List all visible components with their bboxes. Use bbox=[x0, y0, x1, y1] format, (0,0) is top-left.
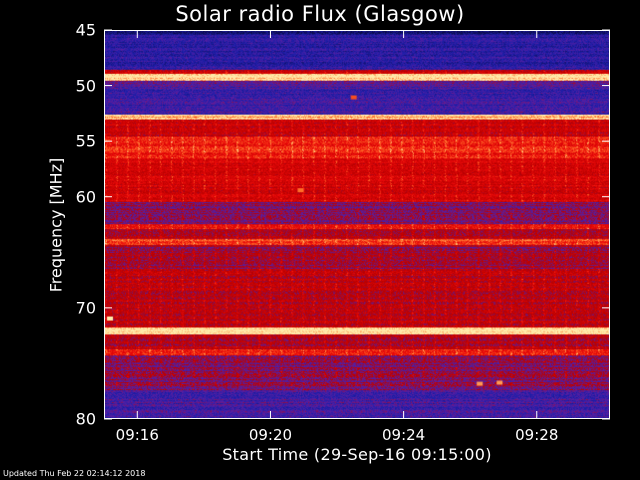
y-tick-label: 50 bbox=[75, 76, 96, 96]
x-tick-label: 09:20 bbox=[248, 426, 293, 444]
chart-title: Solar radio Flux (Glasgow) bbox=[175, 2, 465, 26]
y-tick-label: 80 bbox=[75, 409, 96, 429]
y-tick-label: 45 bbox=[75, 20, 96, 40]
spectrogram-heatmap bbox=[105, 31, 609, 418]
y-tick-label: 55 bbox=[75, 131, 96, 151]
y-tick-label: 70 bbox=[75, 298, 96, 318]
x-axis-label: Start Time (29-Sep-16 09:15:00) bbox=[222, 445, 492, 464]
plot-area bbox=[104, 30, 610, 419]
x-tick-label: 09:28 bbox=[515, 426, 559, 444]
updated-timestamp: Updated Thu Feb 22 02:14:12 2018 bbox=[3, 469, 146, 478]
y-tick-label: 60 bbox=[75, 187, 96, 207]
y-axis-label: Frequency [MHz] bbox=[46, 157, 66, 293]
x-tick-label: 09:24 bbox=[381, 426, 426, 444]
x-tick-label: 09:16 bbox=[115, 426, 159, 444]
